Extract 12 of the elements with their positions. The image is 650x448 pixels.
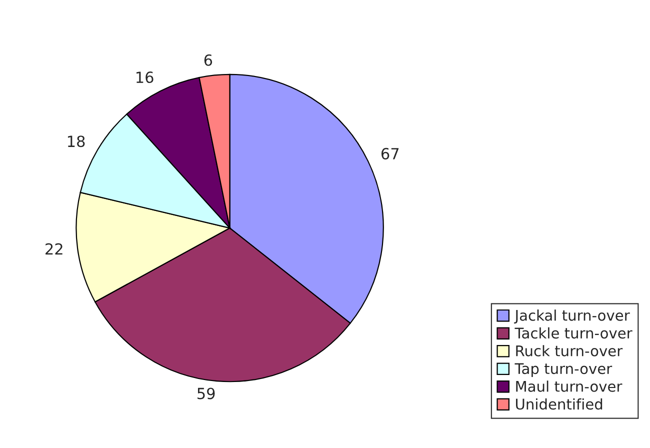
data-label: 16 (136, 72, 154, 84)
legend-label: Unidentified (516, 398, 602, 410)
legend-label: Tackle turn-over (514, 327, 632, 339)
data-label: 67 (381, 148, 399, 160)
data-label: 59 (198, 388, 215, 400)
data-label: 6 (204, 54, 212, 66)
data-label: 22 (46, 243, 62, 255)
legend-label: Maul turn-over (516, 380, 622, 392)
data-label: 18 (68, 136, 85, 148)
legend-label: Tap turn-over (514, 363, 612, 377)
legend-label: Ruck turn-over (516, 345, 623, 356)
legend-label: Jackal turn-over (514, 310, 630, 324)
